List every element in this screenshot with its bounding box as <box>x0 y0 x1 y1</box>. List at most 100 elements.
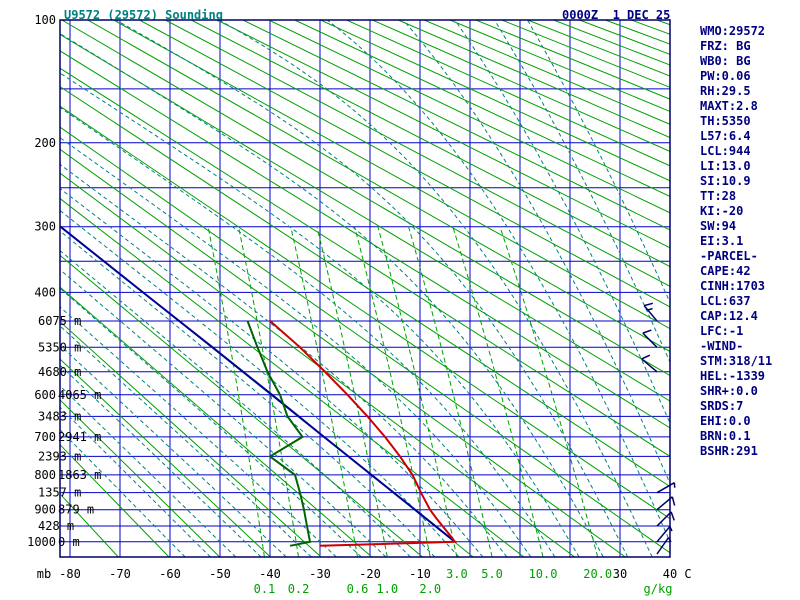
dry-adiabat <box>268 20 670 214</box>
temp-tick-label: -70 <box>109 567 131 581</box>
pressure-tick-label: 900 <box>34 503 56 517</box>
pressure-tick-label: 300 <box>34 220 56 234</box>
dry-adiabats <box>60 20 670 557</box>
barb-shaft <box>643 305 658 322</box>
dry-adiabat <box>60 172 575 557</box>
stat-line: KI:-20 <box>700 204 744 218</box>
wind-barb <box>641 354 658 373</box>
height-label: 1863 m <box>58 468 101 482</box>
stat-line: MAXT:2.8 <box>700 99 758 113</box>
mixing-ratio-label: 3.0 <box>446 567 468 581</box>
wind-barb <box>643 302 658 322</box>
mixing-ratio-label: 10.0 <box>529 567 558 581</box>
mixing-ratio-line <box>238 226 299 557</box>
mixing-ratio-line <box>207 226 265 557</box>
moist-adiabat <box>60 137 532 557</box>
height-label: 2941 m <box>58 430 101 444</box>
barb-full-feather <box>671 496 676 506</box>
dry-adiabat <box>242 20 670 231</box>
wind-barb <box>656 496 676 511</box>
moist-adiabat <box>402 20 670 485</box>
mixing-ratio-label: 0.6 <box>347 582 369 596</box>
mixing-ratio-lines <box>207 226 599 557</box>
moist-adiabat <box>60 250 411 557</box>
mixing-ratio-label: 1.0 <box>376 582 398 596</box>
dry-adiabat <box>294 20 670 198</box>
dry-adiabat <box>423 20 670 125</box>
moist-adiabats <box>60 20 670 557</box>
temp-tick-label: -30 <box>309 567 331 581</box>
moist-adiabat <box>60 106 556 557</box>
stat-line: -WIND- <box>700 339 744 353</box>
dry-adiabat <box>60 67 670 457</box>
temp-tick-label: -20 <box>359 567 381 581</box>
stat-line: FRZ: BG <box>700 39 751 53</box>
temp-tick-label: -10 <box>409 567 431 581</box>
dry-adiabat <box>60 254 423 557</box>
dry-adiabat <box>60 33 670 402</box>
dry-adiabat <box>449 20 670 113</box>
wind-barb <box>642 329 658 348</box>
barb-full-feather <box>641 354 651 360</box>
dry-adiabat <box>87 20 670 353</box>
pressure-tick-label: 800 <box>34 468 56 482</box>
dry-adiabat <box>60 86 670 488</box>
moist-adiabat <box>60 209 460 557</box>
stat-line: WMO:29572 <box>700 24 766 38</box>
stat-line: BRN:0.1 <box>700 429 751 443</box>
pressure-tick-label: 100 <box>34 13 56 27</box>
temp-tick-label: 40 <box>663 567 677 581</box>
stat-line: LFC:-1 <box>700 324 744 338</box>
dry-adiabat <box>372 20 670 152</box>
dry-adiabat <box>60 105 670 520</box>
stat-line: TT:28 <box>700 189 737 203</box>
temp-tick-label: -60 <box>159 567 181 581</box>
moist-adiabat <box>60 325 312 557</box>
stat-line: RH:29.5 <box>700 84 751 98</box>
wind-barbs <box>641 302 676 555</box>
dry-adiabat <box>216 20 670 249</box>
pressure-tick-label: 200 <box>34 136 56 150</box>
height-label: 0 m <box>58 535 80 549</box>
stats-panel: WMO:29572 FRZ: BG WB0: BG PW:0.06 RH:29.5 MAX… <box>700 24 798 459</box>
moist-adiabat <box>60 187 484 557</box>
dry-adiabat <box>60 286 373 557</box>
temp-tick-label: -50 <box>209 567 231 581</box>
stat-line: SI:10.9 <box>700 174 751 188</box>
mixing-ratio-line <box>354 226 431 557</box>
stat-line: L57:6.4 <box>700 129 751 143</box>
pressure-grid-lines <box>60 20 670 543</box>
barb-full-feather <box>642 329 652 334</box>
stat-line: TH:5350 <box>700 114 751 128</box>
mixing-ratio-unit-label: g/kg <box>644 582 673 596</box>
stat-line: HEL:-1339 <box>700 369 766 383</box>
temp-tick-label: -80 <box>59 567 81 581</box>
stat-line: CAP:12.4 <box>700 309 758 323</box>
parcel-trace <box>60 225 456 543</box>
stat-line: LI:13.0 <box>700 159 751 173</box>
barb-shaft <box>656 525 671 543</box>
stat-line: BSHR:291 <box>700 444 758 458</box>
dry-adiabat <box>165 20 670 287</box>
mixing-ratio-line <box>316 226 388 557</box>
stat-line: EI:3.1 <box>700 234 744 248</box>
dry-adiabat <box>61 20 670 377</box>
dry-adiabat <box>190 20 670 268</box>
barb-shaft <box>642 332 658 348</box>
dry-adiabat <box>60 320 322 557</box>
dry-adiabat <box>346 20 670 167</box>
stat-line: CAPE:42 <box>700 264 751 278</box>
mixing-ratio-label: 2.0 <box>419 582 441 596</box>
temperature-trace <box>269 320 457 547</box>
stat-line: LCL:637 <box>700 294 751 308</box>
moist-adiabat <box>454 20 670 425</box>
dry-adiabat <box>398 20 670 139</box>
stat-line: SW:94 <box>700 219 737 233</box>
wind-barb <box>656 511 675 527</box>
trace-group <box>60 225 457 547</box>
dry-adiabat <box>113 20 670 330</box>
mixing-ratio-line <box>408 226 493 557</box>
moist-adiabat <box>60 287 362 557</box>
